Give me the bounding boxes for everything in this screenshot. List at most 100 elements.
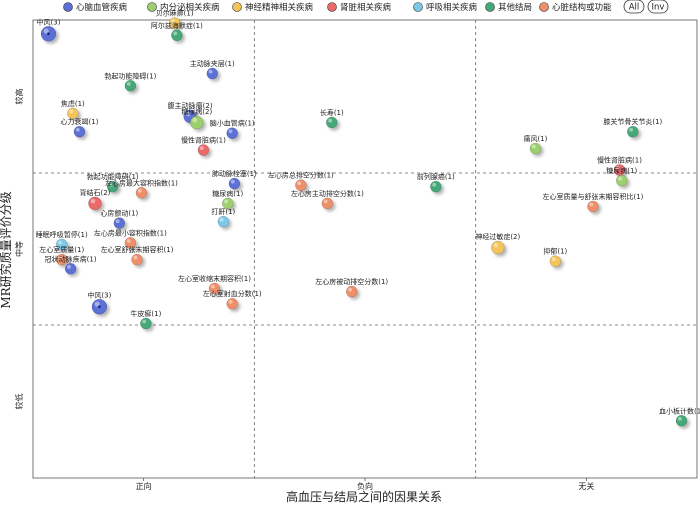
data-point[interactable]: 阿尔兹海默症(1) (151, 21, 203, 42)
legend-button-inv[interactable]: Inv (647, 0, 669, 14)
data-point[interactable]: 慢性肾脏病(1) (597, 155, 642, 176)
point-highlight (210, 284, 215, 289)
data-point[interactable]: 背结石(2) (80, 188, 111, 211)
point-label: 左心房最大容积指数(1) (105, 178, 178, 187)
data-point[interactable]: 前列腺癌(1) (417, 172, 455, 193)
point-marker (64, 263, 77, 275)
legend-marker (413, 2, 423, 12)
data-point[interactable]: 痛风(1) (523, 134, 548, 155)
data-point[interactable]: 神经过敏症(2) (475, 232, 521, 255)
point-highlight (173, 31, 178, 36)
point-label: 神经过敏症(2) (475, 232, 520, 241)
data-point[interactable]: 勃起功能障碍(1) (87, 172, 139, 193)
point-marker (587, 200, 599, 213)
legend: 心脑血管疾病 内分泌相关疾病 神经精神相关疾病 肾脏相关疾病 呼吸相关疾病 其他结局 心脏结… (63, 0, 669, 14)
point-marker (321, 197, 334, 210)
button-label: All (629, 3, 640, 13)
point-label: 打鼾(1) (211, 207, 235, 216)
legend-item-neuro[interactable]: 神经精神相关疾病 (232, 2, 314, 13)
point-marker (549, 255, 562, 267)
point-label: 中风(3) (87, 290, 111, 299)
legend-item-cardio[interactable]: 心脑血管疾病 (63, 2, 128, 13)
point-label: 痛风(1) (523, 134, 547, 143)
data-point[interactable]: 贝尔麻痹(1) (156, 9, 194, 29)
data-point[interactable]: 中风(3) (87, 290, 112, 315)
data-point[interactable]: 左心室质量与舒张末期容积比(1) (543, 192, 644, 213)
legend-marker (63, 2, 73, 12)
point-highlight (432, 182, 437, 187)
data-point[interactable]: 左心房最大容积指数(1) (105, 178, 178, 199)
point-label: 心房颤动(1) (100, 209, 138, 218)
point-label: 左心室质量与舒张末期容积比(1) (543, 192, 644, 201)
point-highlight (137, 188, 142, 193)
x-tick-label: 负向 (357, 481, 373, 491)
point-center-dot (98, 305, 101, 309)
legend-item-renal[interactable]: 肾脏相关疾病 (327, 2, 392, 13)
data-point[interactable]: 膝关节骨关节炎(1) (603, 117, 663, 138)
point-highlight (629, 127, 634, 132)
point-marker (226, 127, 238, 139)
point-highlight (109, 182, 113, 187)
data-point[interactable]: 左心房被动排空分数(1) (315, 277, 388, 298)
data-point[interactable]: 心房颤动(1) (100, 209, 139, 229)
data-point[interactable]: 主动脉夹层(1) (190, 59, 235, 80)
point-highlight (618, 176, 623, 181)
legend-item-endo[interactable]: 内分泌相关疾病 (147, 2, 221, 13)
point-marker (206, 67, 219, 80)
button-frame (647, 0, 669, 14)
legend-button-all[interactable]: All (623, 0, 645, 14)
point-marker (208, 282, 221, 295)
point-marker (73, 125, 86, 138)
axis-titles: 高血压与结局之间的因果关系 MR研究质量评价分级 (0, 191, 442, 504)
point-label: 左心室舒张末期容积(1) (101, 245, 174, 254)
data-point[interactable]: 脑小血管病(1) (210, 119, 255, 139)
data-point[interactable]: 糖尿病(1) (606, 166, 637, 187)
point-label: 左心房最小容积指数(1) (94, 228, 167, 237)
point-marker (675, 415, 688, 427)
data-point[interactable]: 焦虑(1) (61, 99, 85, 120)
data-point[interactable]: 冠状动脉疾病(1) (45, 254, 97, 275)
point-marker (88, 196, 102, 211)
data-point[interactable]: 睡眠呼吸暂停(1) (36, 230, 88, 251)
point-highlight (69, 109, 74, 114)
legend-label: 呼吸相关疾病 (426, 2, 478, 13)
data-point[interactable]: 打鼾(1) (211, 207, 236, 228)
legend-item-resp[interactable]: 呼吸相关疾病 (413, 2, 478, 13)
point-label: 左心房总排空分数(1) (268, 171, 334, 180)
data-point[interactable]: 左心房总排空分数(1) (268, 171, 334, 191)
x-tick-label: 正向 (136, 481, 152, 491)
data-point[interactable]: 中风(3) (37, 17, 61, 42)
point-highlight (224, 199, 229, 204)
data-point[interactable]: 慢性肾脏病(1) (181, 136, 226, 156)
data-point[interactable]: 牛皮癣(1) (130, 309, 162, 330)
point-highlight (126, 239, 131, 243)
point-marker (615, 174, 628, 187)
data-point[interactable]: 血小板计数(1) (659, 406, 700, 427)
point-marker (226, 297, 238, 310)
data-point[interactable]: 左心室质量(1) (39, 245, 84, 266)
point-highlight (133, 255, 138, 260)
point-label: 慢性肾脏病(1) (597, 155, 642, 164)
data-point[interactable]: 糖尿病(1) (212, 189, 243, 210)
data-point[interactable]: 勃起功能障碍(1) (104, 71, 157, 92)
point-label: 抑郁(1) (543, 247, 567, 256)
data-point[interactable]: 长寿(1) (320, 108, 344, 129)
data-point[interactable]: 左心室收缩末期容积(1) (178, 274, 251, 295)
data-point[interactable]: 抑郁(1) (543, 247, 568, 267)
data-point[interactable]: 糖尿病(2) (181, 107, 213, 130)
point-highlight (531, 144, 536, 149)
legend-item-struct[interactable]: 心脏结构或功能 (539, 2, 613, 13)
data-point[interactable]: 左心室射血分数(1) (203, 289, 262, 310)
y-axis-title: MR研究质量评价分级 (0, 191, 13, 308)
data-point[interactable]: 左心房主动排空分数(1) (291, 189, 364, 210)
data-point[interactable]: 心力衰竭(1) (61, 117, 99, 138)
button-frame (623, 0, 645, 14)
point-marker (217, 215, 230, 228)
legend-marker (147, 2, 157, 12)
data-point[interactable]: 左心房最小容积指数(1) (94, 228, 167, 249)
legend-item-other[interactable]: 其他结局 (485, 2, 533, 13)
data-point[interactable]: 左心室舒张末期容积(1) (101, 245, 174, 266)
point-highlight (219, 217, 224, 222)
point-label: 背结石(2) (80, 188, 111, 197)
data-point[interactable]: 肺动脉栓塞(1) (212, 169, 257, 190)
